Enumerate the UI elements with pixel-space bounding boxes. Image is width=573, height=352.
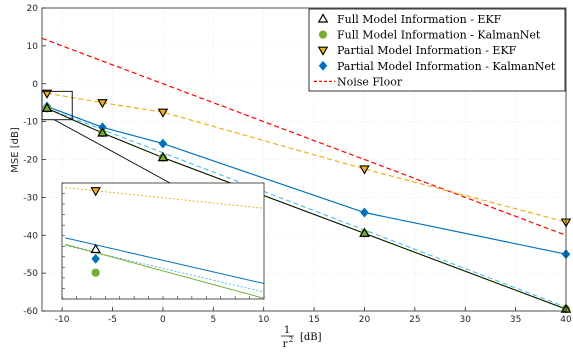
legend-label-0: Full Model Information - EKF [337, 13, 502, 26]
inset-frame [61, 182, 265, 300]
x-tick-label-0: -10 [55, 315, 70, 325]
y-tick-label-3: -30 [23, 193, 38, 203]
legend-swatch-3 [318, 60, 328, 71]
y-tick-label-2: -40 [23, 231, 38, 241]
legend-label-2: Partial Model Information - EKF [337, 44, 517, 57]
inset-marker-full-ekf [90, 243, 102, 254]
series-line-4 [41, 37, 567, 236]
legend-label-1: Full Model Information - KalmanNet [337, 29, 541, 42]
plot-area [41, 37, 572, 314]
y-tick-label-7: 10 [27, 42, 39, 52]
x-axis-label: 1 r 2 [dB] [281, 325, 322, 350]
series-3-point-2 [158, 138, 168, 149]
legend-swatch-1 [318, 30, 328, 39]
y-tick-label-4: -20 [23, 156, 38, 166]
series-2-point-0 [41, 89, 53, 99]
series-line-2 [46, 92, 567, 223]
x-axis-label-denominator: r [283, 339, 288, 350]
inset-marker-partial-ekf [90, 187, 101, 197]
reference-line-0 [46, 107, 567, 308]
x-tick-label-9: 35 [510, 315, 521, 325]
zoom-region-box [41, 90, 73, 121]
x-tick-label-2: 0 [160, 315, 166, 325]
series-0-point-4 [560, 303, 572, 313]
y-tick-label-5: -10 [23, 118, 38, 128]
x-tick-label-1: -5 [108, 315, 117, 325]
x-tick-label-6: 20 [359, 315, 371, 325]
y-tick-label-0: -60 [23, 307, 38, 317]
x-tick-label-10: 40 [560, 315, 572, 325]
x-axis-label-numerator: 1 [284, 325, 290, 336]
legend-box [308, 8, 566, 92]
y-tick-label-1: -50 [23, 269, 38, 279]
y-tick-label-6: 0 [32, 80, 38, 90]
inset-marker-partial-kalmannet [91, 253, 100, 264]
series-3-point-3 [360, 207, 369, 218]
x-tick-label-4: 10 [258, 315, 270, 325]
series-0-point-0 [41, 102, 53, 112]
series-0-point-1 [97, 127, 108, 137]
y-axis-label: MSE [dB] [10, 127, 21, 173]
x-axis-label-unit: [dB] [300, 332, 322, 343]
x-tick-label-7: 25 [409, 315, 420, 325]
x-tick-label-5: 15 [308, 315, 319, 325]
legend-label-4: Noise Floor [337, 75, 403, 88]
x-axis-label-exponent: 2 [289, 336, 293, 344]
series-2-point-1 [97, 99, 108, 109]
inset-line-partial-kalmannet [65, 237, 265, 285]
legend-label-3: Partial Model Information - KalmanNet [337, 60, 556, 73]
legend-swatch-2 [317, 46, 329, 56]
series-0-point-2 [157, 151, 169, 162]
inset-marker-full-kalmannet [91, 268, 100, 277]
legend: Full Model Information - EKF Full Model I… [308, 8, 566, 92]
series-2-point-3 [359, 165, 370, 175]
y-tick-label-8: 20 [27, 4, 39, 14]
zoom-inset [41, 90, 265, 300]
series-2-point-2 [157, 108, 169, 118]
zoom-connector [54, 119, 171, 184]
axes: -10 -5 0 5 10 15 20 25 30 35 40-60-50-40-30-20-100… [23, 4, 572, 325]
x-tick-label-3: 5 [210, 315, 216, 325]
series-0-point-3 [359, 227, 370, 237]
inset-line-full-kalmannet [65, 243, 265, 299]
legend-swatch-0 [317, 13, 329, 23]
x-tick-label-8: 30 [460, 315, 472, 325]
